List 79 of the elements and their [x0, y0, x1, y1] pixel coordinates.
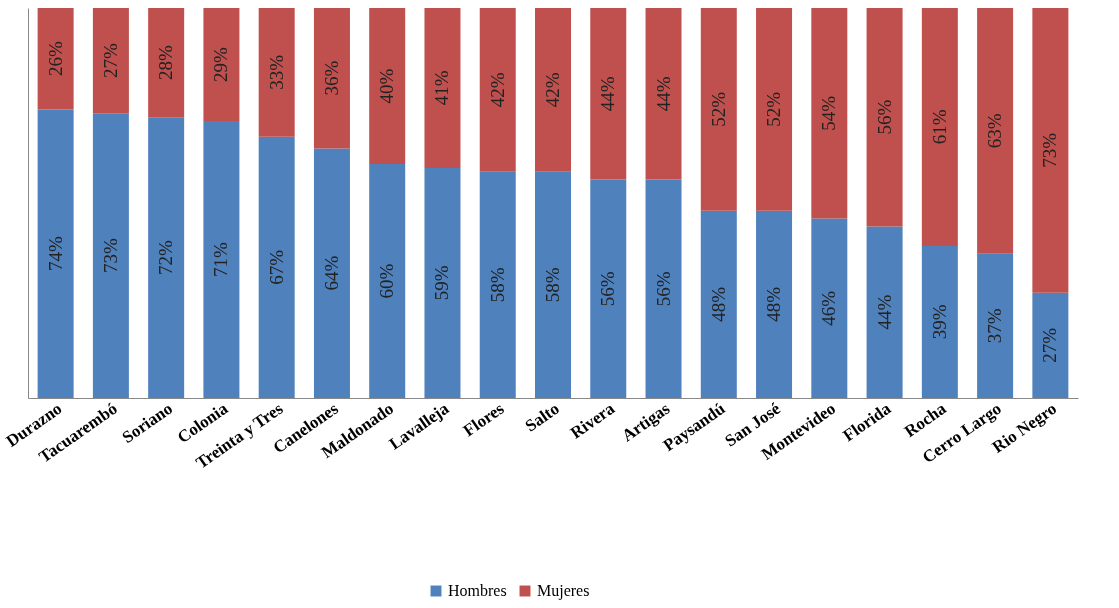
- bar: [811, 218, 848, 398]
- data-label: 60%: [376, 263, 398, 299]
- data-label: 42%: [486, 72, 508, 108]
- data-label: 54%: [818, 95, 840, 131]
- bar: [866, 8, 903, 227]
- bar: [921, 8, 958, 246]
- bar: [977, 253, 1014, 398]
- data-label: 46%: [818, 290, 840, 326]
- bar: [590, 8, 627, 180]
- data-label: 39%: [928, 304, 950, 340]
- data-label: 56%: [597, 271, 619, 307]
- bar: [313, 8, 350, 149]
- data-label: 58%: [486, 267, 508, 303]
- data-label: 64%: [320, 255, 342, 291]
- bar: [479, 8, 516, 172]
- data-label: 28%: [155, 45, 177, 81]
- data-label: 59%: [431, 265, 453, 301]
- bar: [535, 171, 571, 398]
- bar: [424, 8, 461, 168]
- data-label: 44%: [652, 76, 674, 112]
- data-label: 44%: [873, 294, 895, 330]
- data-label: 42%: [542, 72, 563, 108]
- bar: [921, 245, 958, 398]
- bar: [700, 210, 737, 398]
- data-label: 72%: [155, 240, 177, 276]
- bar: [645, 179, 682, 398]
- bar: [313, 148, 350, 398]
- data-label: 41%: [431, 70, 453, 106]
- bar: [977, 8, 1014, 254]
- bar: [203, 121, 240, 398]
- bar: [148, 117, 185, 398]
- data-label: 29%: [210, 46, 232, 82]
- bar: [369, 8, 406, 164]
- data-label: 48%: [763, 286, 785, 322]
- bar: [92, 113, 129, 398]
- data-label: 26%: [44, 41, 66, 77]
- bar: [258, 8, 295, 137]
- data-label: 52%: [763, 91, 785, 127]
- bar: [700, 8, 737, 211]
- bar: [590, 179, 627, 398]
- bar: [1032, 292, 1069, 398]
- data-label: 33%: [265, 54, 287, 90]
- data-label: 74%: [44, 236, 66, 272]
- x-tick-label: Salto: [521, 398, 563, 436]
- data-label: 56%: [873, 99, 895, 135]
- bar: [866, 226, 903, 398]
- bar: [258, 136, 295, 398]
- data-label: 61%: [928, 109, 950, 145]
- data-label: 37%: [984, 308, 1006, 344]
- bar: [811, 8, 848, 219]
- data-label: 27%: [99, 43, 121, 79]
- bar: [203, 8, 240, 122]
- bar: [424, 167, 461, 398]
- data-label: 36%: [320, 60, 342, 96]
- bar: [148, 8, 185, 118]
- legend-label: Hombres: [448, 582, 507, 599]
- legend-label: Mujeres: [537, 582, 590, 600]
- data-label: 71%: [210, 241, 232, 277]
- bar: [756, 8, 793, 211]
- bar: [1032, 8, 1069, 293]
- data-label: 56%: [652, 271, 674, 307]
- data-label: 73%: [99, 238, 121, 274]
- data-label: 44%: [597, 76, 619, 112]
- bar: [37, 109, 74, 398]
- bar: [92, 8, 129, 114]
- bar: [369, 164, 406, 398]
- data-label: 58%: [542, 267, 563, 303]
- data-label: 48%: [707, 286, 729, 322]
- data-label: 67%: [265, 249, 287, 285]
- bar: [535, 8, 571, 172]
- data-label: 63%: [984, 113, 1006, 149]
- bar: [479, 171, 516, 398]
- data-label: 40%: [376, 68, 398, 104]
- data-label: 52%: [707, 91, 729, 127]
- data-label: 27%: [1039, 327, 1061, 363]
- bar: [645, 8, 682, 180]
- bar: [37, 8, 74, 110]
- data-label: 73%: [1039, 132, 1061, 168]
- bar: [756, 210, 793, 398]
